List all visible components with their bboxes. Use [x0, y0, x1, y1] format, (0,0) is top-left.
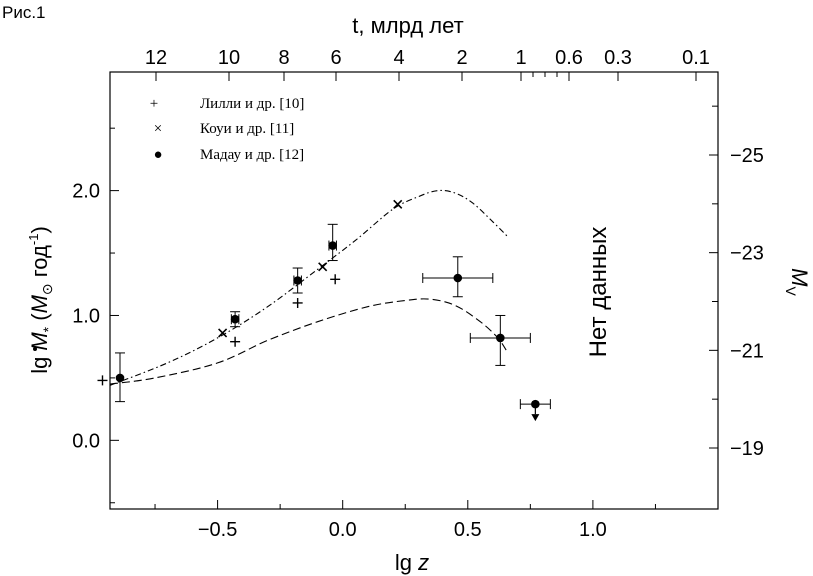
plot-frame — [109, 71, 719, 510]
legend-label-1: Лилли и др. [10] — [200, 96, 304, 112]
legend-marker-2: × — [154, 121, 162, 137]
top-tick-label: 12 — [145, 47, 167, 69]
top-tick-label: 10 — [218, 47, 240, 69]
y-label-units: год — [27, 245, 52, 283]
model-curve-dash-dot — [109, 189, 509, 386]
right-tick-label: −23 — [730, 243, 764, 265]
marker-plus — [292, 297, 303, 308]
x-axis-label: lg z — [395, 550, 429, 575]
marker-dot — [115, 373, 125, 383]
y-label-sup: -1 — [26, 234, 41, 246]
marker-dot — [328, 241, 337, 250]
legend-label-2: Коуи и др. [11] — [200, 121, 294, 137]
right-tick-label: −21 — [730, 340, 764, 362]
top-tick-label: 1 — [515, 47, 526, 69]
y-axis-label: lgM* (M⊙ год-1) — [26, 226, 56, 374]
y-label-prefix: lg — [27, 357, 52, 374]
x-label-prefix: lg — [395, 550, 418, 575]
top-tick-label: 6 — [330, 47, 341, 69]
x-tick-label: −0.5 — [198, 519, 237, 541]
x-tick-label: 0.5 — [454, 519, 482, 541]
marker-dot — [496, 333, 505, 343]
marker-dot — [293, 276, 302, 285]
top-tick-label: 2 — [456, 47, 467, 69]
right-tick-label: −25 — [730, 145, 764, 167]
marker-plus — [330, 274, 341, 285]
top-tick-label: 4 — [393, 47, 404, 69]
right-tick-label: −19 — [730, 438, 764, 460]
y-tick-label: 2.0 — [72, 181, 100, 203]
y-label-sun: ⊙ — [39, 283, 55, 295]
upper-limit-arrow — [531, 414, 540, 422]
legend: + Лилли и др. [10] × Коуи и др. [11] ● М… — [150, 96, 305, 163]
top-tick-label: 0.3 — [604, 47, 632, 69]
y-label-sub: * — [40, 326, 56, 332]
y-label-open: ( — [27, 313, 52, 327]
right-label-symbol: M — [787, 268, 812, 287]
y-label-symbol: M — [27, 332, 52, 351]
axis-ticks — [110, 72, 718, 509]
model-curve-dashed — [109, 298, 509, 385]
y-label-dot — [33, 347, 37, 351]
figure-label: Рис.1 — [2, 3, 46, 22]
right-axis-label: MV — [783, 268, 812, 296]
x-tick-label: 1.0 — [579, 519, 607, 541]
model-curves — [109, 189, 509, 386]
no-data-annotation: Нет данных — [585, 227, 612, 358]
marker-cross — [318, 262, 328, 272]
marker-cross — [218, 328, 228, 338]
top-tick-label: 0.6 — [555, 47, 583, 69]
x-label-variable: z — [417, 550, 429, 575]
top-tick-label: 0.1 — [682, 47, 710, 69]
tick-labels: −0.5 0.0 0.5 1.0 0.0 1.0 2.0 12 10 8 6 4 2 1 0.6 0.3 0.1… — [72, 47, 764, 541]
top-tick-label: 8 — [278, 47, 289, 69]
x-tick-label: 0.0 — [329, 519, 357, 541]
marker-dot — [453, 273, 463, 283]
y-tick-label: 0.0 — [72, 430, 100, 452]
marker-dot — [230, 314, 240, 324]
legend-marker-3: ● — [153, 147, 162, 163]
legend-marker-1: + — [150, 96, 158, 112]
data-markers — [97, 199, 551, 422]
marker-plus — [230, 336, 241, 347]
right-label-sub: V — [783, 286, 799, 296]
marker-cross — [393, 199, 403, 209]
y-label-close: ) — [27, 226, 52, 233]
y-label-unit-symbol: M — [27, 294, 52, 313]
top-axis-label: t, млрд лет — [352, 13, 463, 38]
marker-plus — [97, 375, 108, 386]
legend-label-3: Мадау и др. [12] — [200, 147, 304, 163]
y-tick-label: 1.0 — [72, 305, 100, 327]
